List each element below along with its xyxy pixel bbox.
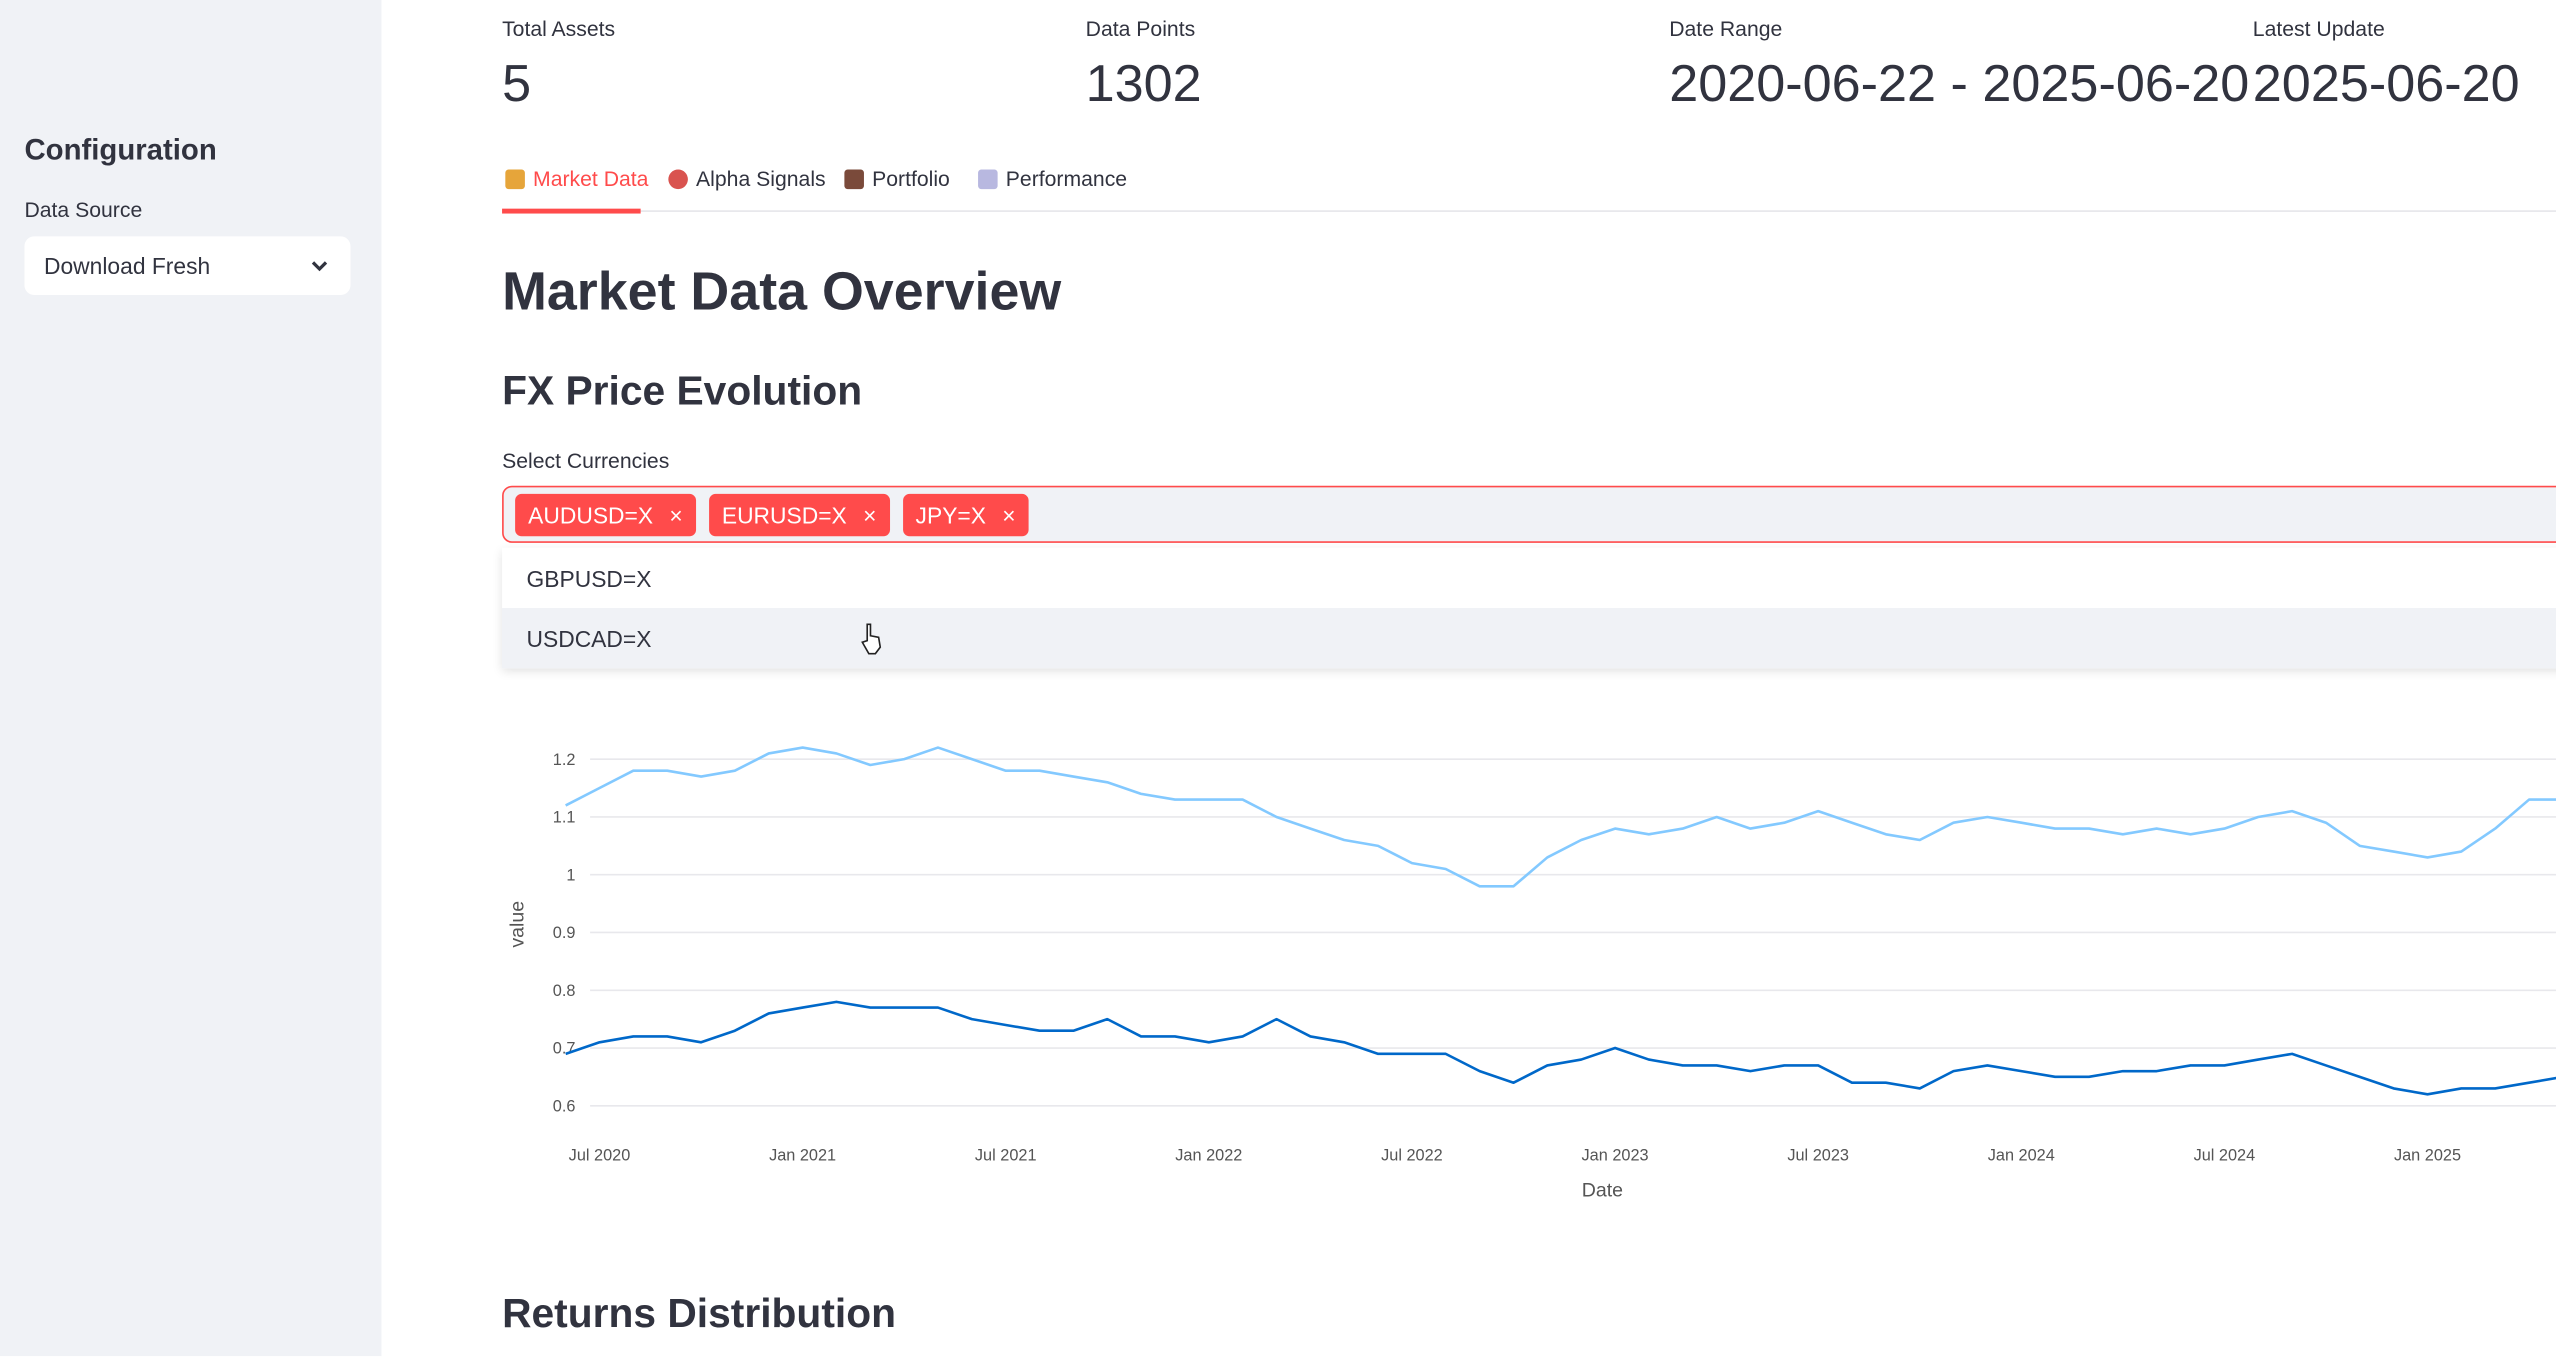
metric-label: Latest Update xyxy=(2252,16,2385,41)
tab[interactable]: Portfolio xyxy=(844,166,950,191)
tab-label: Market Data xyxy=(533,166,649,191)
tag[interactable]: JPY=X × xyxy=(902,493,1029,537)
multiselect[interactable]: AUDUSD=X × EURUSD=X × JPY=X × xyxy=(502,485,2556,543)
tab-icon xyxy=(844,168,864,189)
cursor xyxy=(861,623,882,655)
metric-value: 1302 xyxy=(1085,53,1202,113)
tab-divider xyxy=(502,210,2556,212)
metric-label: Total Assets xyxy=(502,16,616,41)
x-tick-label: Jan 2023 xyxy=(1582,1147,1649,1165)
multiselect-label: Select Currencies xyxy=(502,448,670,473)
tag-list: AUDUSD=X × EURUSD=X × JPY=X × xyxy=(515,493,1029,537)
tab[interactable]: Alpha Signals xyxy=(668,166,826,191)
x-tick-label: Jan 2024 xyxy=(1988,1147,2055,1165)
metric-value: 5 xyxy=(502,53,532,113)
dropdown-option[interactable]: GBPUSD=X xyxy=(502,548,2556,608)
tab-icon xyxy=(978,168,998,189)
option-label: GBPUSD=X xyxy=(526,565,652,592)
chevron xyxy=(311,261,328,272)
x-axis-title: Date xyxy=(1582,1179,1623,1201)
y-tick-label: 0.9 xyxy=(553,924,576,942)
tag[interactable]: AUDUSD=X × xyxy=(515,493,696,537)
series-line xyxy=(565,746,2556,888)
select-value: Download Fresh xyxy=(44,252,211,279)
x-tick-label: Jan 2022 xyxy=(1175,1147,1242,1165)
tab[interactable]: Performance xyxy=(978,166,1128,191)
x-tick-label: Jan 2021 xyxy=(769,1147,836,1165)
metric-label: Data Points xyxy=(1085,16,1196,41)
y-tick-label: 0.6 xyxy=(553,1098,576,1116)
tab-icon xyxy=(505,168,525,189)
select-label: Data Source xyxy=(24,197,143,222)
dropdown: GBPUSD=X USDCAD=X xyxy=(502,547,2556,669)
page-heading: Market Data Overview xyxy=(502,260,1062,322)
series-line xyxy=(565,1000,2556,1096)
x-tick-label: Jul 2020 xyxy=(569,1147,631,1165)
tab-label: Portfolio xyxy=(872,166,950,191)
metric-value: 2025-06-20 xyxy=(2252,53,2520,113)
y-axis-title: value xyxy=(506,901,528,948)
x-tick-label: Jan 2025 xyxy=(2394,1147,2461,1165)
y-tick-label: 0.8 xyxy=(553,982,576,1000)
y-tick-label: 1 xyxy=(566,866,575,884)
tag-label: EURUSD=X xyxy=(721,502,847,529)
tag-remove[interactable]: × xyxy=(669,502,683,529)
tag-label: AUDUSD=X xyxy=(528,502,654,529)
tab[interactable]: Market Data xyxy=(505,166,649,191)
tag-remove[interactable]: × xyxy=(863,502,877,529)
metric-value: 2020-06-22 - 2025-06-20 xyxy=(1669,53,2250,113)
sidebar-title: Configuration xyxy=(24,133,217,167)
y-tick-label: 1.1 xyxy=(553,809,576,827)
sidebar: Configuration Data Source Download Fresh xyxy=(0,0,382,1357)
data-source-select[interactable]: Download Fresh xyxy=(24,236,351,296)
x-tick-label: Jul 2021 xyxy=(975,1147,1037,1165)
tab-label: Performance xyxy=(1005,166,1128,191)
tab-icon xyxy=(668,168,688,189)
y-tick-label: 1.2 xyxy=(553,751,576,769)
metric-label: Date Range xyxy=(1669,16,1783,41)
section-heading: Returns Distribution xyxy=(502,1291,897,1337)
option-label: USDCAD=X xyxy=(526,625,652,653)
tab-label: Alpha Signals xyxy=(696,166,826,191)
tag-label: JPY=X xyxy=(915,502,986,529)
y-tick-label: 0.7 xyxy=(553,1040,576,1058)
x-tick-label: Jul 2022 xyxy=(1381,1147,1443,1165)
section-heading: FX Price Evolution xyxy=(502,368,863,415)
x-tick-label: Jul 2023 xyxy=(1787,1147,1849,1165)
tab-underline xyxy=(502,208,641,214)
dropdown-option[interactable]: USDCAD=X xyxy=(502,608,2556,669)
x-tick-label: Jul 2024 xyxy=(2194,1147,2256,1165)
tag[interactable]: EURUSD=X × xyxy=(708,493,890,537)
tag-remove[interactable]: × xyxy=(1002,502,1016,529)
